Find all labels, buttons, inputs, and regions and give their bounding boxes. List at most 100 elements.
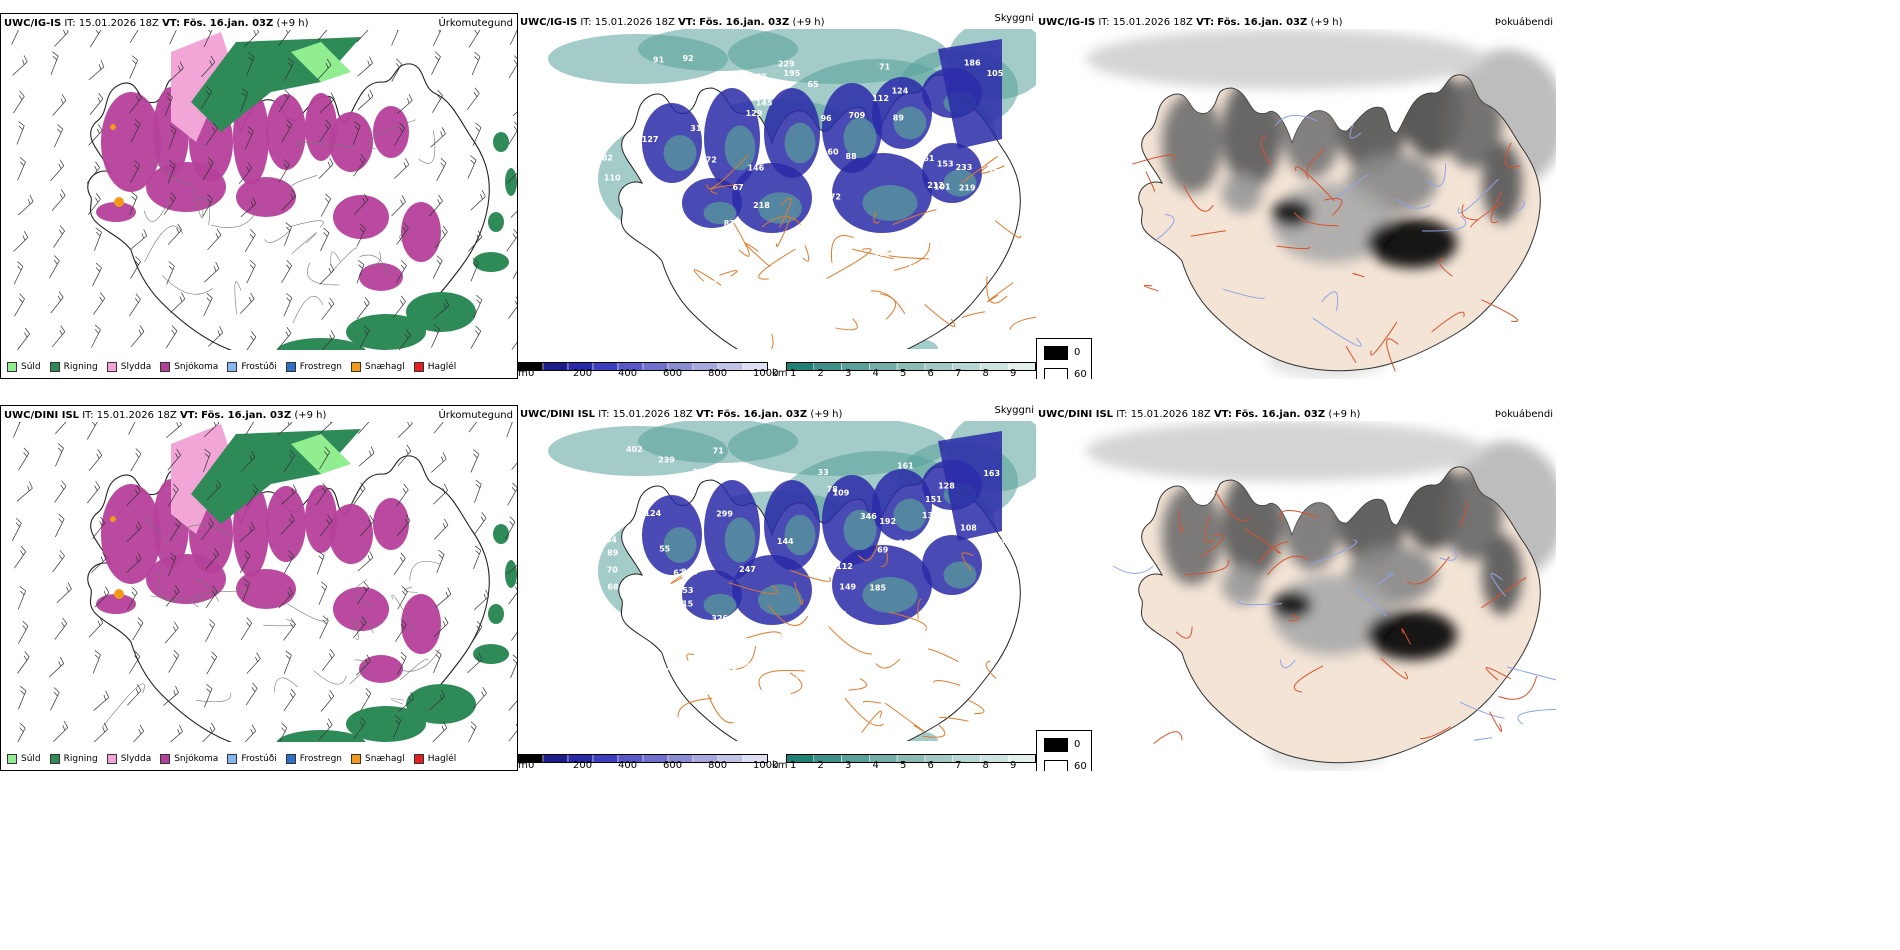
wind-barb <box>318 718 333 741</box>
colorbar-tick: 5 <box>900 760 907 771</box>
road-line <box>844 697 884 727</box>
snow-area <box>359 263 403 291</box>
wind-barb <box>91 324 101 348</box>
road-line <box>933 679 961 686</box>
wind-barb <box>13 90 25 114</box>
cloud-base-label: 105 <box>681 472 698 481</box>
road-line <box>939 716 969 722</box>
road-line <box>1406 556 1450 585</box>
legend-item: Rigning <box>49 362 98 372</box>
wind-barb <box>283 688 296 711</box>
wind-barb <box>320 330 335 350</box>
road-line <box>292 295 324 324</box>
wind-barb <box>392 715 402 739</box>
wind-barb <box>357 581 369 605</box>
wind-barb <box>163 192 176 215</box>
cloud-base-label: 173 <box>627 271 644 280</box>
wind-barb <box>87 193 101 216</box>
wind-barb <box>54 480 67 503</box>
road-line <box>731 219 750 257</box>
wind-barb <box>356 259 365 284</box>
road-line <box>1439 544 1457 561</box>
legend-label: Súld <box>21 754 41 764</box>
cloud-base-label: 290 <box>693 467 710 476</box>
wind-barb <box>16 481 33 502</box>
wind-barb <box>320 193 331 217</box>
wind-barb <box>53 124 64 148</box>
cloud-base-area <box>938 431 1002 541</box>
cloud-base-label: 112 <box>872 94 889 103</box>
road-line <box>1457 178 1499 214</box>
wind-barb <box>13 261 24 285</box>
cloud-base-label: 229 <box>778 59 795 68</box>
road-line <box>917 598 922 620</box>
cloud-base-label: 82 <box>602 153 613 162</box>
cloud-base-label: 133 <box>817 265 834 274</box>
wind-barb <box>132 617 144 641</box>
road-line <box>761 216 801 228</box>
wind-barb <box>433 298 450 320</box>
road-line <box>789 672 803 695</box>
wind-barb <box>472 122 482 146</box>
precip-lead-row1: (+9 h) <box>276 18 309 29</box>
road-line <box>264 230 291 243</box>
legend-item: Haglél <box>413 362 456 372</box>
wind-barb <box>204 683 213 708</box>
visibility-area <box>703 201 737 225</box>
colorbar-tick: 3 <box>845 368 852 379</box>
road-line <box>802 245 810 262</box>
wind-barb <box>88 449 103 472</box>
road-line <box>1490 572 1506 597</box>
road-line <box>359 254 390 277</box>
cloud-base-label: 191 <box>940 232 957 241</box>
fog-area <box>1367 218 1457 268</box>
wind-barb <box>281 189 297 211</box>
road-line <box>994 220 1022 239</box>
road-line <box>144 225 184 263</box>
road-line <box>794 581 804 605</box>
visibility-area <box>724 517 756 563</box>
road-line <box>1201 534 1224 558</box>
legend-label: Snjókoma <box>174 754 219 764</box>
wind-barb <box>245 422 257 436</box>
wind-barb <box>471 51 481 76</box>
wind-barb <box>167 448 181 471</box>
cloud-base-label: 96 <box>820 114 832 123</box>
road-line <box>192 187 204 219</box>
road-line <box>1425 163 1447 187</box>
legend-label: Snjókoma <box>174 362 219 372</box>
wind-barb <box>50 159 65 181</box>
wind-barb <box>18 620 29 644</box>
wind-barb <box>240 196 257 218</box>
fog-panel-row1: UWC/IG-IS IT: 15.01.2026 18Z VT: Fös. 16… <box>1036 13 1556 379</box>
wind-barb <box>398 691 414 712</box>
colorbar-tick: 4 <box>872 760 879 771</box>
wind-barb <box>14 545 27 569</box>
road-line <box>790 569 832 582</box>
precip-header-row1: UWC/IG-IS IT: 15.01.2026 18Z VT: Fös. 16… <box>4 18 309 30</box>
snow-area <box>305 485 337 553</box>
road-line <box>835 318 858 331</box>
wind-barb <box>281 260 293 283</box>
visibility-vt-label-row1: VT: <box>678 17 697 28</box>
road-line <box>985 660 997 679</box>
visibility-area <box>893 106 927 140</box>
wind-barb <box>240 292 255 314</box>
cloud-base-label: 153 <box>677 586 694 595</box>
legend-swatch <box>285 754 296 764</box>
cloud-base-label: 67 <box>732 183 743 192</box>
wind-barb <box>128 91 142 114</box>
wind-barb <box>200 86 212 109</box>
wind-barb <box>391 195 406 217</box>
wind-barb <box>433 518 449 540</box>
wind-barb <box>17 651 30 674</box>
wind-barb <box>54 617 68 640</box>
snow-area <box>96 594 136 614</box>
cloud-base-label: 203 <box>940 276 957 285</box>
cloud-base-label: 146 <box>830 610 847 619</box>
legend-label: Snæhagl <box>365 362 405 372</box>
wind-barb <box>430 127 446 148</box>
road-line <box>1431 311 1465 333</box>
cloud-base-label: 90 <box>747 276 759 285</box>
road-line <box>826 248 872 279</box>
